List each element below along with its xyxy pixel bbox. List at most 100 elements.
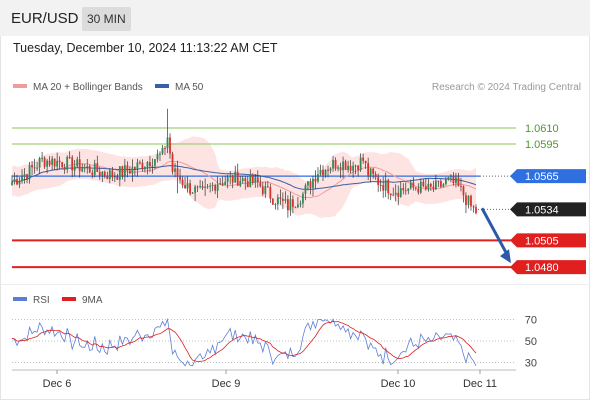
candle-body: [144, 166, 146, 170]
projection-arrow-shaft: [480, 207, 510, 257]
candle-body: [36, 167, 38, 169]
candle-body: [414, 187, 417, 189]
candle-body: [224, 181, 227, 185]
rsi-ma-line: [11, 320, 477, 363]
candle-body: [452, 176, 455, 183]
candle-body: [261, 186, 264, 194]
last-price-tag: [510, 202, 586, 217]
candle-body: [292, 199, 294, 208]
candle-body: [352, 165, 355, 171]
candle-body: [106, 175, 109, 179]
ma20-legend-swatch: [13, 84, 27, 88]
candle-body: [196, 186, 199, 188]
candle-body: [229, 175, 232, 178]
candle-body: [216, 184, 219, 191]
candle-body: [369, 168, 372, 176]
candle-body: [11, 181, 13, 185]
candle-body: [68, 156, 71, 158]
candle-body: [264, 186, 267, 194]
candle-body: [327, 169, 329, 171]
candle-body: [281, 198, 284, 201]
level-labels: 1.0610 1.0595 1.0565 1.0534 1.0505 1.0480: [510, 123, 586, 275]
ma50-legend-label: MA 50: [175, 82, 204, 93]
candle-body: [427, 183, 430, 190]
candle-body: [26, 174, 28, 180]
candle-body: [259, 182, 262, 187]
candle-body: [434, 180, 437, 190]
candle-body: [429, 183, 432, 187]
x-tick-label: Dec 6: [43, 378, 72, 390]
candle-body: [81, 168, 84, 172]
candle-body: [101, 171, 104, 176]
candle-body: [447, 177, 450, 180]
candle-body: [409, 182, 412, 189]
candle-body: [116, 176, 119, 180]
candle-body: [337, 167, 339, 169]
candle-body: [149, 162, 151, 167]
candle-body: [424, 186, 427, 190]
candle-body: [23, 174, 26, 177]
candle-body: [221, 183, 224, 185]
candle-body: [86, 166, 89, 168]
ma20-line: [11, 160, 477, 199]
candle-body: [16, 179, 18, 185]
rsi-ma-legend-label: 9MA: [82, 295, 103, 306]
candle-body: [53, 158, 56, 167]
candle-body: [460, 185, 462, 187]
candle-body: [108, 170, 111, 179]
candle-body: [362, 157, 365, 161]
candle-body: [462, 186, 465, 196]
candle-body: [269, 186, 272, 199]
candle-body: [394, 192, 397, 195]
candle-body: [402, 188, 405, 191]
candle-body: [126, 165, 129, 171]
pivot-tag: [510, 169, 586, 184]
candle-body: [38, 158, 41, 168]
candle-body: [437, 180, 440, 182]
x-tick-label: Dec 9: [212, 378, 241, 390]
candle-body: [139, 162, 141, 164]
symbol-label: EUR/USD: [11, 10, 79, 27]
candle-body: [46, 160, 49, 167]
candle-body: [234, 171, 237, 183]
candle-body: [404, 190, 407, 192]
level-lines: [12, 127, 516, 269]
candle-body: [359, 157, 362, 171]
candle-body: [465, 195, 467, 205]
candle-body: [171, 153, 174, 172]
candle-body: [374, 173, 377, 178]
candle-body: [206, 186, 209, 188]
candle-body: [66, 156, 69, 170]
candle-body: [154, 159, 156, 166]
ma20-legend-label: MA 20 + Bollinger Bands: [33, 82, 143, 93]
candle-body: [179, 176, 181, 180]
candle-body: [457, 177, 460, 186]
rsi-panel: 70 50 30: [11, 314, 537, 370]
candle-body: [56, 160, 59, 167]
timeframe-button[interactable]: 30 MIN: [82, 7, 131, 31]
x-tick-label: Dec 11: [463, 378, 497, 390]
candle-body: [382, 185, 385, 191]
candle-body: [176, 168, 179, 177]
candle-body: [271, 198, 274, 205]
candle-body: [397, 192, 400, 197]
candle-body: [184, 185, 186, 189]
candle-body: [412, 182, 415, 188]
candle-body: [111, 170, 114, 178]
x-axis: Dec 6 Dec 9 Dec 10 Dec 11: [12, 369, 516, 390]
support-label: 1.0505: [525, 235, 559, 247]
support-tag: [510, 260, 586, 275]
candle-body: [236, 171, 239, 186]
candle-body: [118, 166, 121, 180]
resistance-label: 1.0610: [525, 123, 559, 135]
support-label: 1.0480: [525, 262, 559, 274]
candle-body: [13, 179, 16, 182]
header-bar: EUR/USD 30 MIN: [0, 0, 590, 36]
candle-body: [214, 184, 217, 191]
candle-body: [407, 188, 410, 192]
candle-body: [299, 203, 302, 205]
rsi-tick-label: 30: [525, 358, 537, 370]
projection-arrow-head: [500, 249, 511, 264]
candle-body: [387, 180, 390, 194]
rsi-line: [11, 317, 477, 367]
